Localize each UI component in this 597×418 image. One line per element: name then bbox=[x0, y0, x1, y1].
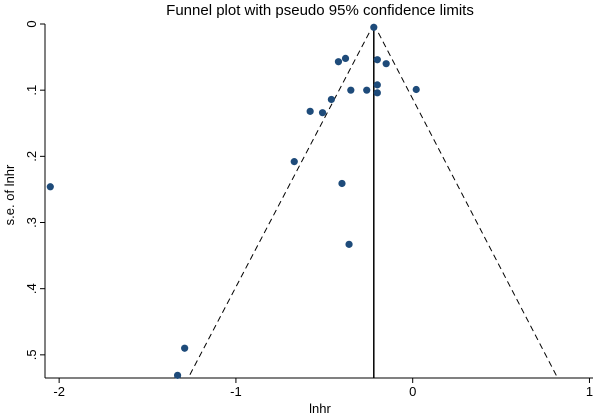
y-tick-label: .3 bbox=[24, 217, 39, 228]
x-axis-label: lnhr bbox=[309, 401, 331, 416]
chart-title: Funnel plot with pseudo 95% confidence l… bbox=[166, 2, 474, 19]
x-tick-label: 0 bbox=[409, 384, 416, 399]
axes: -2 -1 0 1 0 .1 .2 .3 .4 .5 bbox=[24, 20, 593, 399]
x-tick-label: -1 bbox=[230, 384, 242, 399]
data-point bbox=[373, 56, 381, 64]
data-point bbox=[370, 23, 378, 31]
x-tick-label: -2 bbox=[53, 384, 65, 399]
data-point bbox=[345, 240, 353, 248]
data-point bbox=[347, 86, 355, 94]
data-point bbox=[46, 183, 54, 191]
y-tick-label: .2 bbox=[24, 151, 39, 162]
data-point bbox=[327, 95, 335, 104]
y-axis-label: s.e. of lnhr bbox=[2, 164, 17, 225]
y-tick-label: 0 bbox=[24, 20, 39, 27]
data-points bbox=[46, 23, 420, 379]
data-point bbox=[338, 179, 346, 188]
y-tick-label: .1 bbox=[24, 85, 39, 96]
left-confidence-limit bbox=[187, 23, 375, 379]
funnel-lines bbox=[187, 23, 559, 379]
y-tick-label: .5 bbox=[24, 349, 39, 360]
data-point bbox=[382, 60, 390, 68]
data-point bbox=[334, 58, 343, 66]
data-point bbox=[373, 89, 381, 97]
data-point bbox=[363, 86, 371, 94]
data-point bbox=[181, 344, 189, 352]
data-point bbox=[318, 109, 327, 117]
data-point bbox=[290, 158, 298, 166]
data-point bbox=[173, 371, 182, 379]
x-tick-label: 1 bbox=[586, 384, 593, 399]
data-point bbox=[412, 85, 420, 94]
right-confidence-limit bbox=[373, 23, 559, 379]
y-tick-label: .4 bbox=[24, 283, 39, 294]
data-point bbox=[341, 54, 350, 63]
data-point bbox=[306, 107, 314, 115]
data-point bbox=[373, 81, 381, 89]
